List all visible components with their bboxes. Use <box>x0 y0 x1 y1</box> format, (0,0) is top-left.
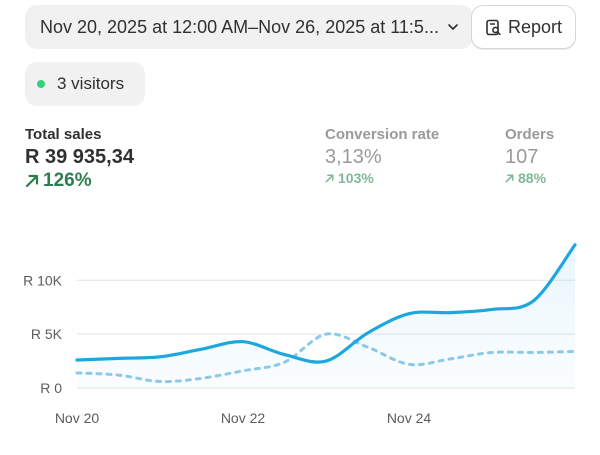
chevron-down-icon <box>448 24 458 30</box>
metric-change-value: 88% <box>518 170 547 186</box>
arrow-up-right-icon <box>25 174 39 188</box>
metric-change: 103% <box>325 170 439 186</box>
current-series-area <box>77 244 575 388</box>
date-range-selector[interactable]: Nov 20, 2025 at 12:00 AM–Nov 26, 2025 at… <box>25 5 473 49</box>
date-range-text: Nov 20, 2025 at 12:00 AM–Nov 26, 2025 at… <box>40 16 438 37</box>
live-visitors-badge[interactable]: 3 visitors <box>25 62 145 106</box>
live-status-dot <box>37 80 45 88</box>
metric-total-sales[interactable]: Total sales R 39 935,34 126% <box>25 126 134 192</box>
metric-label: Total sales <box>25 126 102 143</box>
sales-line-chart[interactable]: R 10K R 5K R 0 Nov 20 Nov 22 Nov 24 <box>0 230 600 455</box>
x-tick-label: Nov 24 <box>387 410 432 426</box>
metric-value: R 39 935,34 <box>25 146 134 168</box>
y-tick-label: R 0 <box>40 380 62 396</box>
y-tick-label: R 5K <box>31 326 63 342</box>
report-icon <box>486 19 501 35</box>
metric-label: Conversion rate <box>325 126 440 143</box>
current-series-line <box>75 243 577 364</box>
comparison-series-line <box>75 332 577 384</box>
report-button[interactable]: Report <box>471 5 576 49</box>
y-tick-label: R 10K <box>23 272 63 288</box>
metric-change-value: 126% <box>43 170 92 191</box>
x-tick-label: Nov 20 <box>55 410 100 426</box>
arrow-up-right-icon <box>325 174 334 182</box>
metric-change-value: 103% <box>338 170 374 186</box>
metric-conversion-rate[interactable]: Conversion rate 3,13% 103% <box>325 126 439 186</box>
report-button-label: Report <box>507 16 563 37</box>
metric-value: 3,13% <box>325 146 382 168</box>
metric-change: 88% <box>505 170 554 186</box>
metric-value: 107 <box>505 146 539 168</box>
arrow-up-right-icon <box>505 174 514 182</box>
visitors-count: 3 visitors <box>57 74 125 93</box>
x-tick-label: Nov 22 <box>221 410 266 426</box>
metric-orders[interactable]: Orders 107 88% <box>505 126 554 186</box>
metric-label: Orders <box>505 126 555 143</box>
metric-change: 126% <box>25 170 134 192</box>
